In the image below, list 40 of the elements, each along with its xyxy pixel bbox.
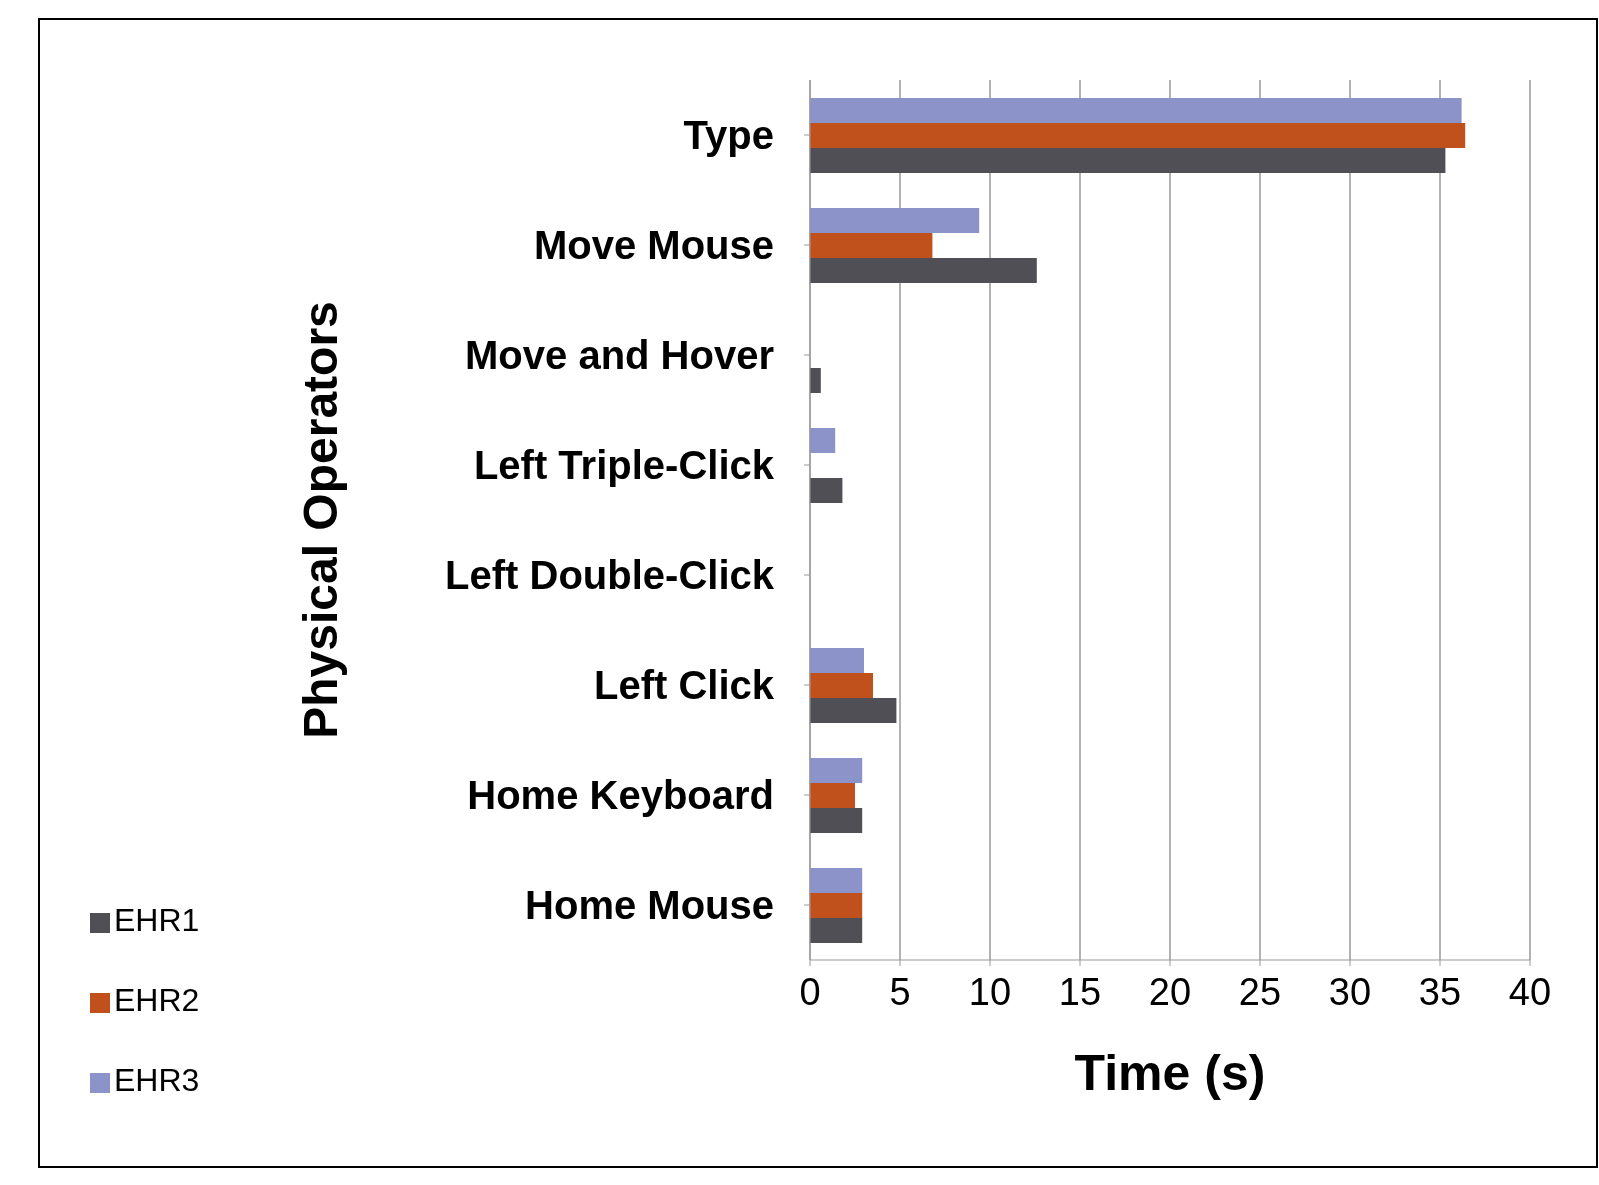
legend-label: EHR3 <box>114 1062 200 1098</box>
bar <box>810 918 863 943</box>
bar <box>810 123 1466 148</box>
bar <box>810 258 1037 283</box>
bar <box>810 648 864 673</box>
x-tick-label: 5 <box>889 970 911 1013</box>
x-tick-label: 30 <box>1328 970 1372 1013</box>
x-tick-label: 35 <box>1418 970 1462 1013</box>
legend-label: EHR2 <box>114 982 200 1018</box>
y-tick-label: Move and Hover <box>465 333 774 378</box>
y-tick-label: Home Keyboard <box>467 773 774 818</box>
x-tick-label: 20 <box>1148 970 1192 1013</box>
y-tick-label: Home Mouse <box>525 883 774 928</box>
bar <box>810 478 843 503</box>
x-tick-label: 0 <box>799 970 821 1013</box>
bar <box>810 673 873 698</box>
x-tick-label: 10 <box>968 970 1012 1013</box>
y-tick-label: Type <box>683 113 774 158</box>
bar <box>810 208 980 233</box>
legend-label: EHR1 <box>114 902 200 938</box>
bar <box>810 98 1462 123</box>
x-tick-label: 25 <box>1238 970 1282 1013</box>
y-axis-title: Physical Operators <box>294 301 348 739</box>
x-tick-label: 40 <box>1508 970 1552 1013</box>
bar <box>810 758 863 783</box>
bar <box>810 808 863 833</box>
x-tick-label: 15 <box>1058 970 1102 1013</box>
bar <box>810 783 855 808</box>
y-tick-label: Left Double-Click <box>445 553 775 598</box>
bar <box>810 368 821 393</box>
x-axis-title: Time (s) <box>1074 1045 1266 1101</box>
bar <box>810 868 863 893</box>
bar <box>810 698 897 723</box>
bar <box>810 428 836 453</box>
y-tick-label: Left Click <box>593 663 775 708</box>
y-tick-label: Left Triple-Click <box>473 443 775 488</box>
bar <box>810 893 863 918</box>
bar <box>810 148 1446 173</box>
bar <box>810 233 933 258</box>
y-tick-label: Move Mouse <box>533 223 774 268</box>
